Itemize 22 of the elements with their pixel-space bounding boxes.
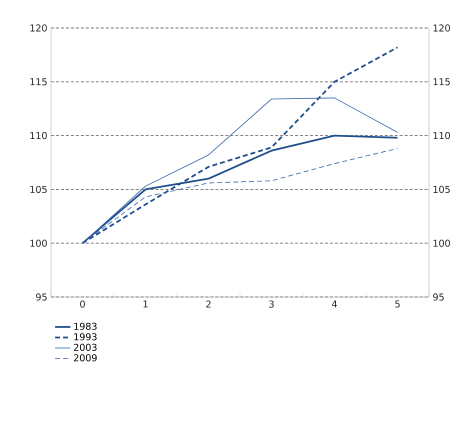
y2-tick-label: 115: [434, 78, 450, 86]
x-tick-label: 2: [206, 300, 211, 308]
legend-label: 1983: [74, 322, 97, 330]
y2-tick-label: 105: [434, 186, 450, 193]
legend-label: 2009: [74, 354, 97, 362]
x-tick-label: 3: [269, 300, 274, 308]
x-tick-label: 0: [80, 300, 85, 308]
x-tick-label: 4: [332, 300, 337, 308]
y-tick-label: 105: [30, 186, 47, 193]
y-tick-label: 95: [36, 293, 47, 301]
legend-label: 1993: [74, 333, 97, 340]
y2-tick-label: 110: [434, 132, 450, 140]
x-tick-label: 1: [144, 300, 148, 308]
y-tick-label: 115: [30, 78, 47, 86]
y2-tick-label: 95: [433, 293, 444, 301]
y-tick-label: 120: [30, 24, 47, 32]
y-tick-label: 110: [30, 132, 47, 140]
y2-tick-label: 100: [434, 240, 450, 247]
y-tick-label: 100: [30, 240, 47, 247]
legend-label: 2003: [74, 344, 97, 351]
x-tick-label: 5: [395, 300, 400, 308]
y2-tick-label: 120: [434, 24, 450, 32]
